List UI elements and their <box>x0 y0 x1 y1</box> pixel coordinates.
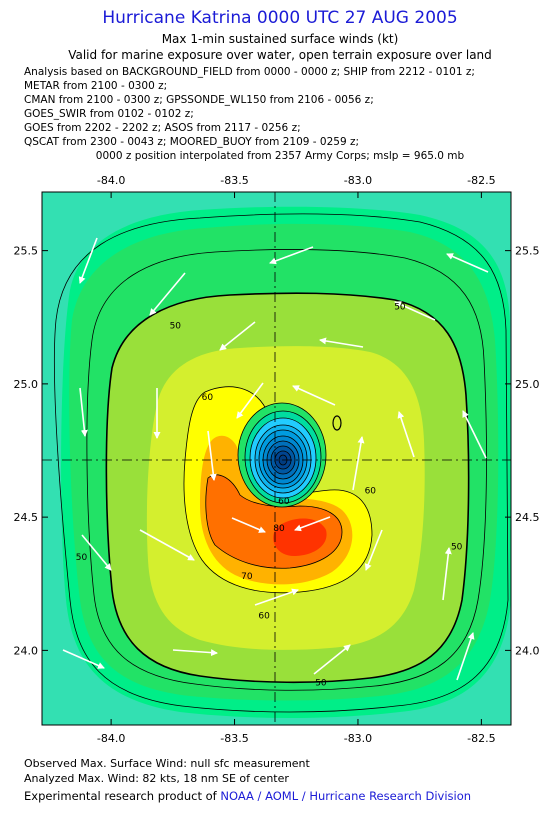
wind-vector-arrow <box>352 436 365 491</box>
wind-vector-arrow <box>62 649 105 669</box>
analysis-line: Analysis based on BACKGROUND_FIELD from … <box>24 66 475 78</box>
contour-label: 50 <box>451 542 463 552</box>
map-subtitle-wind-type: Max 1-min sustained surface winds (kt) <box>161 32 399 46</box>
grid-lines <box>42 192 511 725</box>
wind-vector-arrow <box>231 517 266 533</box>
contour-labels: 50 50 50 50 50 60 60 60 70 80 60 <box>76 303 463 689</box>
position-note: 0000 z position interpolated from 2357 A… <box>95 150 465 162</box>
wind-vector-arrow <box>294 516 331 532</box>
contour-label: 50 <box>76 553 88 563</box>
lat-tick-label-left: 25.5 <box>14 245 39 258</box>
research-credit: Experimental research product of NOAA / … <box>24 789 471 803</box>
lon-tick-label-top: -83.0 <box>344 174 372 187</box>
contour-label: 50 <box>315 678 327 688</box>
map-title: Hurricane Katrina 0000 UTC 27 AUG 2005 <box>102 8 458 28</box>
wind-vector-arrow <box>292 385 336 406</box>
wind-vector-arrow <box>269 246 314 265</box>
lon-tick-label-top: -82.5 <box>467 174 495 187</box>
lon-tick-label-bottom: -83.5 <box>220 732 248 745</box>
contour-label: 60 <box>258 612 270 622</box>
contour-label: 50 <box>394 303 406 313</box>
wind-vector-arrow <box>236 382 264 419</box>
contour-label: 60 <box>202 393 214 403</box>
lon-tick-label-bottom: -83.0 <box>344 732 372 745</box>
map-frame <box>41 191 512 726</box>
lon-tick-label-bottom: -84.0 <box>97 732 125 745</box>
lat-tick-label-right: 24.0 <box>515 644 540 657</box>
wind-vector-arrow <box>397 411 415 458</box>
wind-vector-arrow <box>172 649 218 657</box>
wind-vector-arrow <box>219 321 256 351</box>
contour-small-loop <box>332 415 342 431</box>
lat-tick-label-right: 24.5 <box>515 511 540 524</box>
observed-max-wind: Observed Max. Surface Wind: null sfc mea… <box>24 757 310 770</box>
lat-tick-label-left: 24.5 <box>14 511 39 524</box>
wind-vector-arrow <box>254 588 299 606</box>
map-subtitle-exposure: Valid for marine exposure over water, op… <box>68 48 492 62</box>
wind-vector-arrow <box>139 529 195 561</box>
wind-vector-arrow <box>313 644 351 675</box>
contour-label: 60 <box>278 497 290 507</box>
wind-vector-arrow <box>207 430 217 481</box>
lon-tick-label-top: -84.0 <box>97 174 125 187</box>
wind-vector-arrow <box>462 410 487 459</box>
lat-tick-label-left: 24.0 <box>14 644 39 657</box>
wind-vector-arrow <box>446 253 489 273</box>
lat-tick-label-right: 25.5 <box>515 245 540 258</box>
wind-vector-arrow <box>81 534 112 571</box>
lat-tick-label-left: 25.0 <box>14 378 39 391</box>
wind-vector-arrow <box>364 529 383 571</box>
contour-label: 80 <box>273 524 285 534</box>
wind-vector-arrow <box>79 387 88 437</box>
analysis-line: GOES_SWIR from 0102 - 0102 z; <box>24 108 194 120</box>
analysis-line: GOES from 2202 - 2202 z; ASOS from 2117 … <box>24 122 301 134</box>
analysis-line: CMAN from 2100 - 0300 z; GPSSONDE_WL150 … <box>24 94 374 106</box>
research-org-link[interactable]: NOAA / AOML / Hurricane Research Divisio… <box>220 789 472 803</box>
wind-field: 50 50 50 50 50 60 60 60 70 80 60 <box>42 192 511 725</box>
wind-vector-arrow <box>149 272 186 316</box>
wind-vectors <box>62 237 489 681</box>
wind-vector-arrow <box>78 237 98 284</box>
wind-vector-arrow <box>442 547 452 601</box>
lat-tick-label-right: 25.0 <box>515 378 540 391</box>
contour-label: 70 <box>241 572 253 582</box>
contour-label: 60 <box>365 486 377 496</box>
lon-tick-label-bottom: -82.5 <box>467 732 495 745</box>
eye-rings <box>237 402 327 508</box>
map-axes: -84.0 -84.0 -83.5 -83.5 -83.0 -83.0 -82.5 -82.5… <box>14 174 540 745</box>
wind-band-75-80 <box>273 518 327 556</box>
contour-label: 50 <box>170 321 182 331</box>
research-credit-prefix: Experimental research product of <box>24 789 221 803</box>
wind-vector-arrow <box>394 301 436 321</box>
wind-vector-arrow <box>456 632 475 681</box>
analysis-line: QSCAT from 2300 - 0043 z; MOORED_BUOY fr… <box>24 136 360 148</box>
analyzed-max-wind: Analyzed Max. Wind: 82 kts, 18 nm SE of … <box>24 772 289 785</box>
wind-vector-arrow <box>319 337 364 348</box>
contour-50-line <box>53 213 509 713</box>
contour-55-line <box>86 249 487 691</box>
lon-tick-label-top: -83.5 <box>220 174 248 187</box>
analysis-line: METAR from 2100 - 0300 z; <box>24 80 168 92</box>
